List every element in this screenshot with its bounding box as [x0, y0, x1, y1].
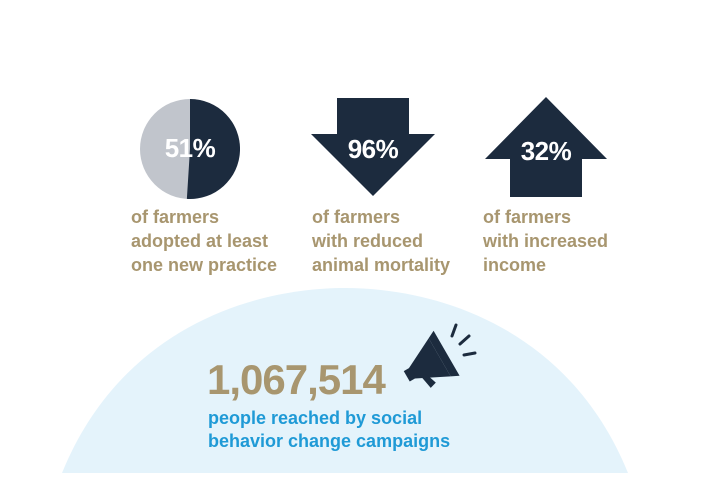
stat-value-income: 32% [520, 136, 572, 166]
stat-caption-income: of farmers with increased income [483, 205, 608, 277]
pie-icon [140, 99, 240, 199]
caption-line: adopted at least [131, 231, 269, 251]
caption-line: of farmers [312, 207, 401, 227]
stat-value-mortality: 96% [347, 134, 399, 164]
stat-caption-adoption: of farmers adopted at least one new prac… [131, 205, 277, 277]
caption-line: animal mortality [312, 255, 451, 275]
caption-line: of farmers [131, 207, 220, 227]
stat-caption-mortality: of farmers with reduced animal mortality [312, 205, 450, 277]
caption-line: with increased [483, 231, 609, 251]
megaphone-icon [403, 323, 477, 388]
caption-line: with reduced [312, 231, 424, 251]
stat-value-adoption: 51% [164, 133, 216, 163]
arrow-up-icon [485, 97, 607, 197]
caption-line: of farmers [483, 207, 572, 227]
caption-line: people reached by social [208, 408, 423, 428]
reach-number: 1,067,514 [207, 356, 386, 403]
arrow-down-icon [311, 98, 435, 196]
caption-line: behavior change campaigns [208, 431, 451, 451]
caption-line: one new practice [131, 255, 278, 275]
caption-line: income [483, 255, 547, 275]
reach-caption: people reached by social behavior change… [208, 407, 450, 453]
